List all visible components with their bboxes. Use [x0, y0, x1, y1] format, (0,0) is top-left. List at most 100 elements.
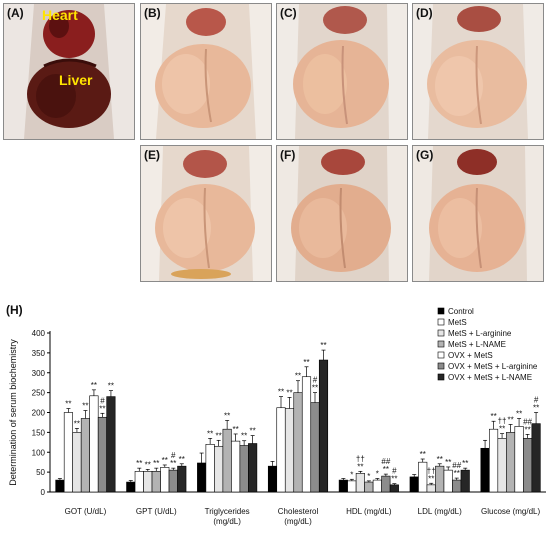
significance-marker: ** — [507, 415, 513, 424]
x-tick-label: GPT (U/dL) — [136, 507, 177, 516]
significance-marker: ** — [445, 458, 451, 467]
x-tick-label: Cholesterol — [278, 507, 319, 516]
panel-label-e: (E) — [144, 148, 160, 162]
significance-marker: †† — [356, 454, 365, 463]
significance-marker: ** — [241, 432, 247, 441]
fatty-liver-image-f — [277, 146, 407, 281]
significance-marker: ** — [303, 358, 309, 367]
bar — [80, 418, 90, 493]
significance-marker: ** — [533, 404, 539, 413]
bar — [372, 479, 382, 493]
photo-panel-a: (A) Heart Liver — [3, 3, 135, 140]
significance-marker: †† — [427, 466, 436, 475]
photo-panel-g: (G) — [412, 145, 544, 282]
significance-marker: ** — [250, 427, 256, 436]
significance-marker: ** — [524, 425, 530, 434]
bar — [435, 465, 445, 493]
significance-marker: ** — [170, 459, 176, 468]
bar — [248, 443, 258, 493]
significance-marker: ## — [381, 457, 390, 466]
bar — [418, 461, 428, 493]
bar — [443, 469, 453, 493]
bar — [506, 432, 516, 493]
significance-marker: ** — [145, 460, 151, 469]
bar — [222, 428, 232, 493]
bar — [276, 407, 286, 493]
y-tick-label: 200 — [32, 409, 46, 418]
bar — [523, 438, 533, 493]
bar — [126, 481, 136, 493]
bar — [63, 412, 73, 493]
significance-marker: ** — [320, 341, 326, 350]
chart-panel-label: (H) — [6, 303, 23, 317]
liver-label: Liver — [59, 72, 93, 88]
panel-label-c: (C) — [280, 6, 297, 20]
significance-marker: * — [376, 469, 379, 478]
bar — [134, 471, 144, 493]
legend-entry: MetS + L-NAME — [448, 340, 506, 349]
photo-panel-f: (F) — [276, 145, 408, 282]
legend-entry: MetS — [448, 318, 467, 327]
panel-label-d: (D) — [416, 6, 433, 20]
bar — [239, 445, 249, 493]
bar — [284, 408, 295, 493]
significance-marker: # — [171, 451, 176, 460]
significance-marker: ** — [420, 450, 426, 459]
significance-marker: * — [367, 472, 370, 481]
significance-marker: ** — [65, 400, 71, 409]
significance-marker: †† — [498, 417, 507, 426]
significance-marker: ** — [499, 425, 505, 434]
bar — [267, 465, 278, 493]
fatty-liver-image-c — [277, 4, 407, 139]
y-tick-label: 0 — [41, 488, 46, 497]
significance-marker: # — [392, 467, 397, 476]
y-tick-label: 100 — [32, 448, 46, 457]
x-tick-label: HDL (mg/dL) — [346, 507, 392, 516]
significance-marker: ** — [216, 431, 222, 440]
x-tick-label: LDL (mg/dL) — [418, 507, 463, 516]
bar — [514, 426, 524, 493]
bar — [89, 395, 99, 493]
bar — [168, 469, 178, 493]
control-liver-image — [4, 4, 134, 139]
fatty-liver-image-e — [141, 146, 271, 281]
photo-panel-d: (D) — [412, 3, 544, 140]
x-tick-label: Glucose (mg/dL) — [481, 507, 540, 516]
bar — [205, 444, 215, 493]
bar — [106, 396, 116, 493]
bar — [160, 467, 170, 493]
significance-marker: ** — [383, 465, 389, 474]
panel-label-b: (B) — [144, 6, 161, 20]
bar — [452, 479, 462, 493]
bar — [389, 484, 399, 493]
legend-entry: Control — [448, 307, 474, 316]
significance-marker: * — [350, 470, 353, 479]
y-tick-label: 50 — [36, 468, 45, 477]
significance-marker: ** — [224, 411, 230, 420]
significance-marker: ** — [82, 402, 88, 411]
significance-marker: ** — [357, 462, 363, 471]
significance-marker: ** — [74, 419, 80, 428]
significance-marker: ** — [136, 459, 142, 468]
bar — [143, 471, 153, 493]
significance-marker: ** — [428, 474, 434, 483]
significance-marker: ** — [312, 384, 318, 393]
bar — [301, 376, 312, 493]
bar — [214, 445, 224, 493]
y-tick-label: 400 — [32, 329, 46, 338]
significance-marker: ** — [233, 425, 239, 434]
bar — [381, 475, 391, 493]
y-tick-label: 150 — [32, 428, 46, 437]
y-axis-label: Determination of serum biochemistry — [8, 339, 18, 486]
legend-swatch — [437, 373, 445, 381]
photo-panel-e: (E) — [140, 145, 272, 282]
panel-label-g: (G) — [416, 148, 434, 162]
significance-marker: ** — [516, 409, 522, 418]
bar — [347, 480, 357, 493]
significance-marker: ## — [452, 461, 461, 470]
fatty-liver-image-d — [413, 4, 543, 139]
heart-label: Heart — [42, 7, 78, 23]
significance-marker: ** — [295, 372, 301, 381]
significance-marker: ** — [108, 382, 114, 391]
bar — [426, 484, 436, 493]
